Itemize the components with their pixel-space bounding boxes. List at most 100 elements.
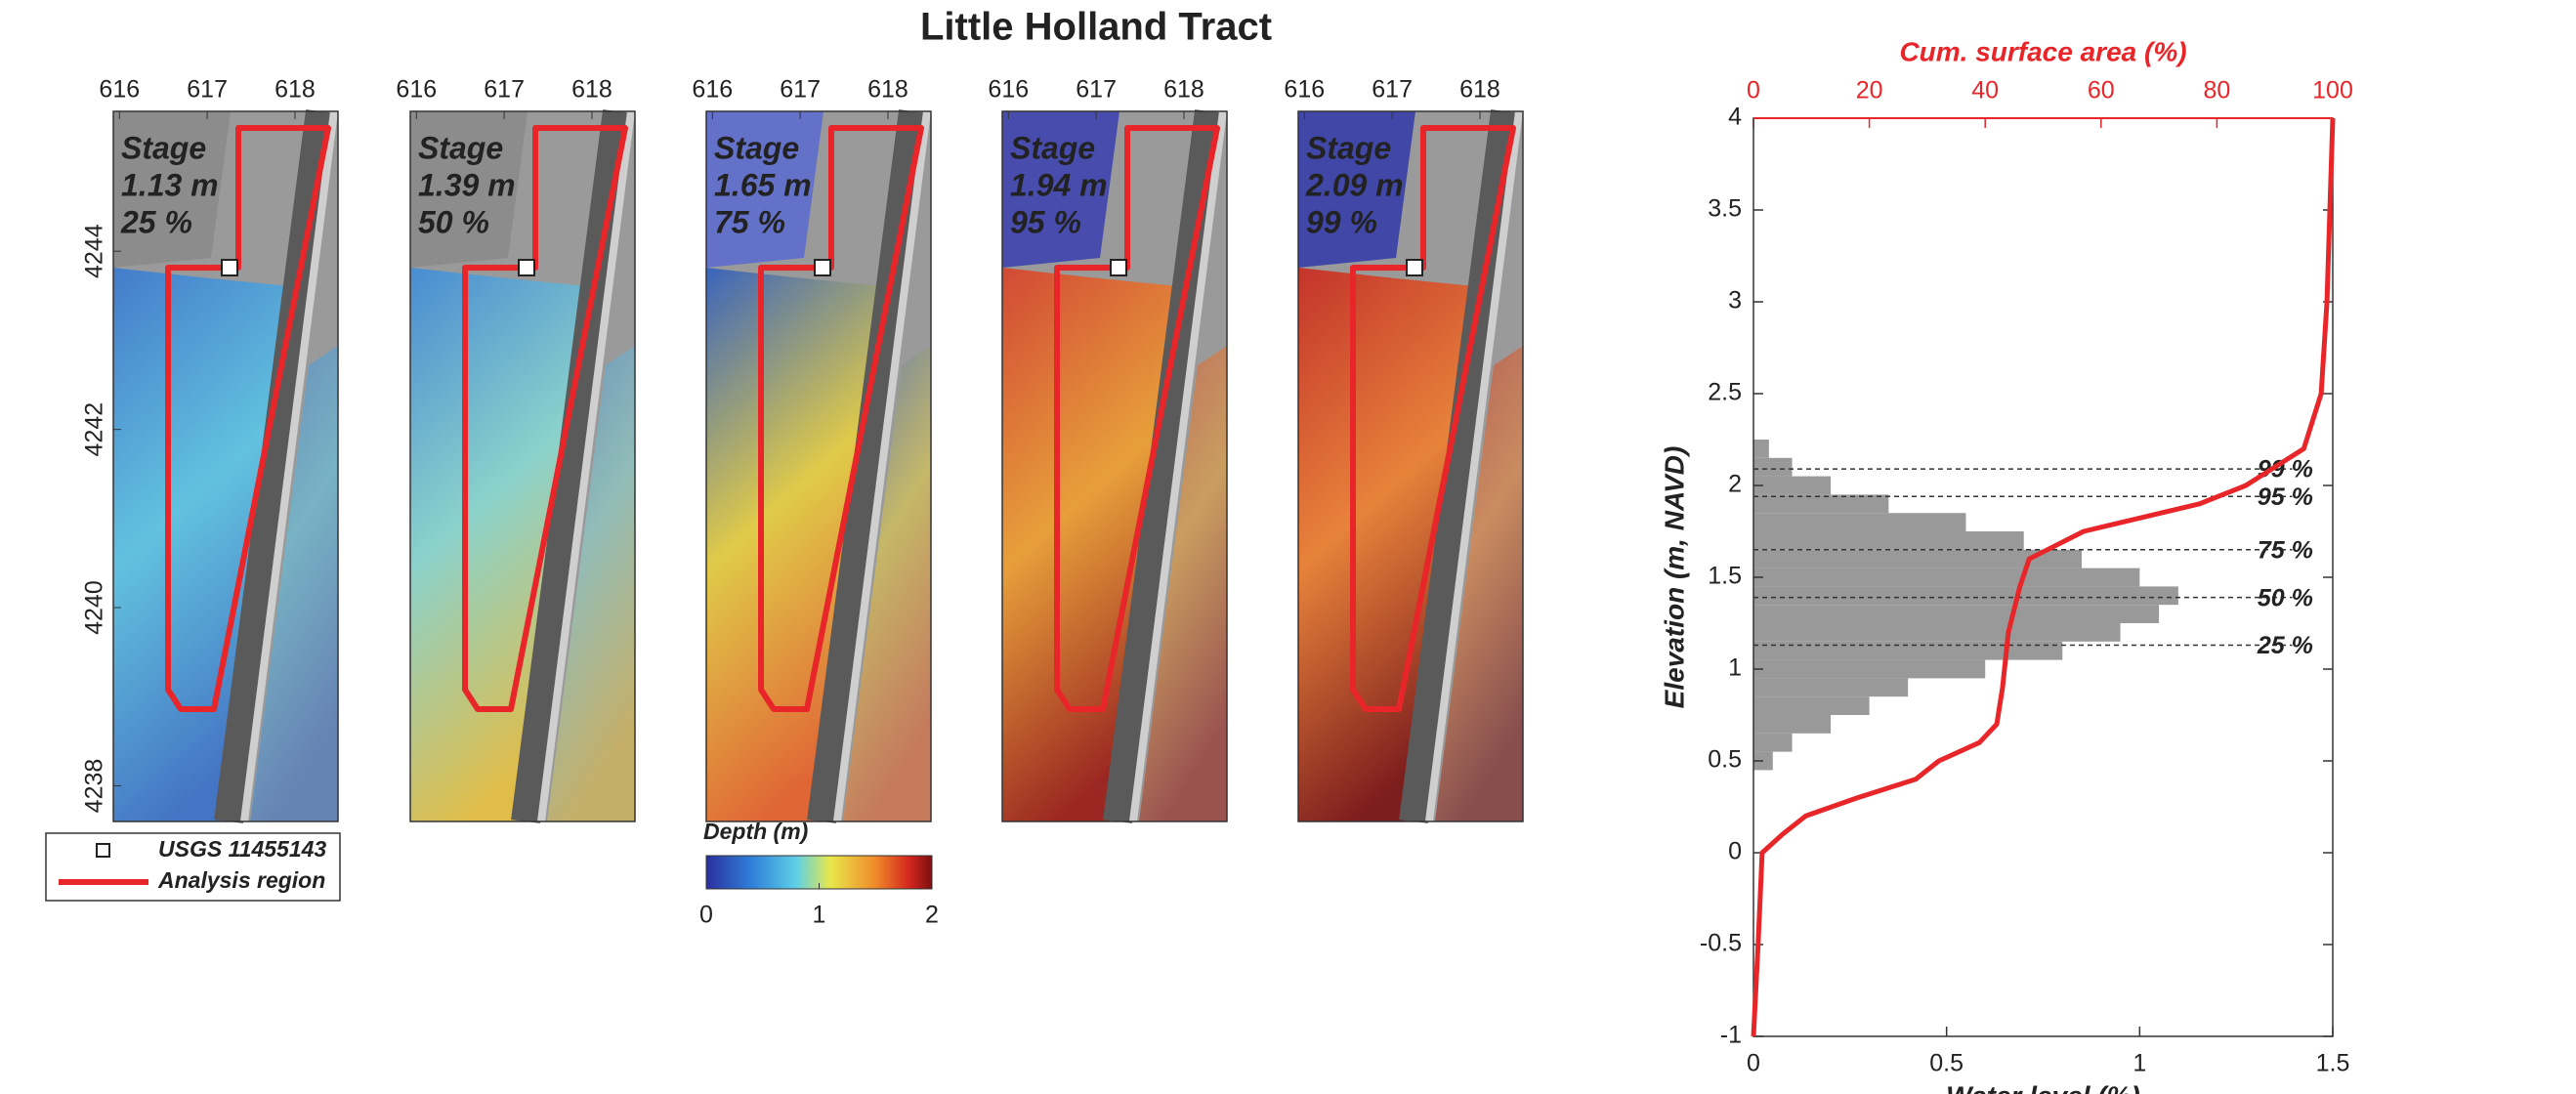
map-x-tick-label: 616	[1284, 76, 1325, 104]
map-x-tick-label: 616	[692, 76, 733, 104]
annotation-label: 75 %	[2258, 536, 2313, 564]
map-x-tick-label: 617	[1372, 76, 1413, 104]
gauge-marker	[814, 259, 831, 276]
gauge-marker	[1110, 259, 1127, 276]
y-tick-label: 3	[1728, 287, 1742, 315]
map-y-tick-label: 4244	[81, 224, 108, 278]
map-y-tick-label: 4240	[81, 580, 108, 635]
x2-tick-label: 80	[2203, 77, 2230, 105]
x2-tick-label: 20	[1856, 77, 1883, 105]
map-frame	[1001, 110, 1228, 822]
map-x-tick-label: 616	[988, 76, 1029, 104]
y-tick-label: 1	[1728, 654, 1742, 682]
annotation-label: 25 %	[2257, 632, 2313, 659]
map-road	[537, 110, 635, 822]
y-tick-label: -1	[1720, 1022, 1742, 1049]
stage-value: 1.94 m	[1010, 167, 1108, 202]
colorbar-tick-label: 1	[813, 902, 826, 929]
stage-label: Stage	[121, 130, 206, 165]
gauge-marker	[221, 259, 238, 276]
histogram-bar	[1753, 696, 1870, 715]
map-levee	[1103, 109, 1224, 823]
histogram-bar	[1753, 678, 1909, 697]
map-road	[240, 110, 338, 822]
map-y-tick-label: 4242	[81, 402, 108, 457]
map-east-area	[547, 346, 635, 821]
map-road	[1129, 110, 1227, 822]
stage-label: Stage	[1306, 130, 1391, 165]
map-east-area	[1435, 346, 1523, 821]
histogram-bar	[1753, 476, 1832, 495]
x2-tick-label: 60	[2088, 77, 2115, 105]
map-levee	[511, 109, 632, 823]
map-west-area	[706, 111, 823, 268]
stage-value: 2.09 m	[1305, 167, 1404, 202]
colorbar-tick-label: 2	[925, 902, 939, 929]
map-x-tick-label: 617	[1076, 76, 1117, 104]
map-east-area	[1139, 346, 1227, 821]
x2-axis-label: Cum. surface area (%)	[1899, 36, 2186, 66]
map-x-tick-label: 616	[396, 76, 437, 104]
figure-title: Little Holland Tract	[920, 6, 1272, 49]
histogram-bar	[1753, 457, 1793, 477]
stage-percent: 95 %	[1010, 204, 1081, 239]
stage-percent: 50 %	[418, 204, 489, 239]
map-frame	[1297, 110, 1524, 822]
y-axis-label: Elevation (m, NAVD)	[1659, 446, 1689, 709]
x-tick-label: 1.5	[2316, 1050, 2350, 1077]
map-east-area	[250, 346, 338, 821]
histogram-bar	[1753, 733, 1793, 752]
histogram-bar	[1753, 659, 1986, 679]
histogram-bar	[1753, 586, 2178, 606]
map-x-tick-label: 617	[187, 76, 228, 104]
histogram-bar	[1753, 494, 1889, 514]
map-levee	[807, 109, 928, 823]
map-x-tick-label: 618	[274, 76, 316, 104]
colorbar-title: Depth (m)	[703, 819, 808, 844]
map-west-area	[1002, 111, 1119, 268]
map-west-area	[1298, 111, 1415, 268]
legend-gauge: USGS 11455143	[158, 836, 326, 862]
map-flooded-area	[113, 268, 299, 821]
stage-value: 1.13 m	[121, 167, 219, 202]
x-tick-label: 1	[2133, 1050, 2146, 1077]
x2-tick-label: 100	[2312, 77, 2353, 105]
map-x-tick-label: 617	[484, 76, 525, 104]
map-frame	[409, 110, 636, 822]
stage-value: 1.65 m	[714, 167, 812, 202]
map-frame	[705, 110, 932, 822]
gauge-marker	[518, 259, 535, 276]
y-tick-label: 0.5	[1708, 746, 1742, 774]
colorbar-tick-label: 0	[699, 902, 713, 929]
y-tick-label: 3.5	[1708, 195, 1742, 223]
stage-percent: 99 %	[1306, 204, 1377, 239]
map-flooded-area	[1298, 268, 1484, 821]
map-flooded-area	[706, 268, 892, 821]
map-flooded-area	[1002, 268, 1188, 821]
map-levee	[214, 109, 335, 823]
y-tick-label: 2.5	[1708, 379, 1742, 406]
y-tick-label: 2	[1728, 471, 1742, 498]
map-road	[1425, 110, 1523, 822]
histogram-bar	[1753, 715, 1832, 734]
annotation-label: 50 %	[2258, 584, 2313, 611]
histogram-bar	[1753, 513, 1966, 531]
legend-box	[45, 832, 341, 902]
map-levee	[1399, 109, 1520, 823]
x-tick-label: 0.5	[1929, 1050, 1964, 1077]
y-tick-label: -0.5	[1700, 930, 1742, 957]
map-y-tick-label: 4238	[81, 759, 108, 814]
map-west-area	[113, 111, 231, 268]
stage-label: Stage	[418, 130, 503, 165]
histogram-bar	[1753, 623, 2121, 642]
stage-value: 1.39 m	[418, 167, 516, 202]
map-west-area	[410, 111, 528, 268]
histogram-bar	[1753, 568, 2140, 587]
legend-region: Analysis region	[157, 867, 325, 893]
x-tick-label: 0	[1747, 1050, 1760, 1077]
